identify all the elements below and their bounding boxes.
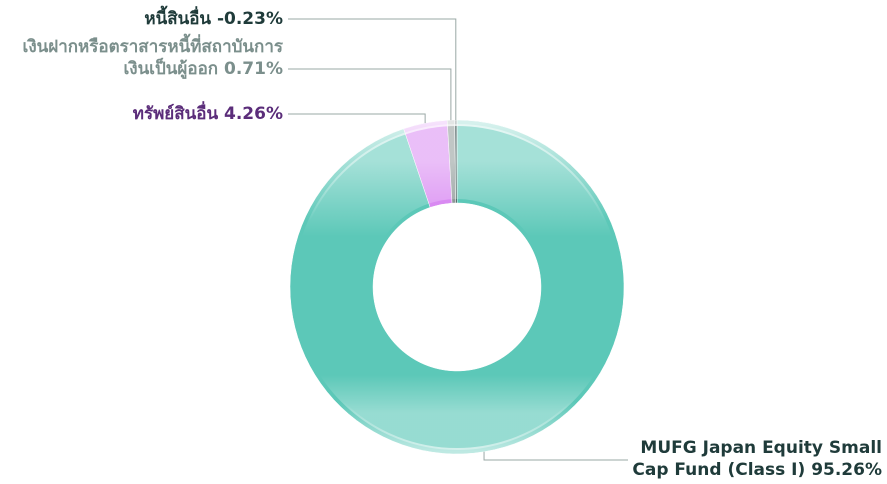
label-value: 4.26%: [224, 104, 283, 124]
label-name: ทรัพย์สินอื่น: [132, 104, 219, 124]
label-name: MUFG Japan Equity Small Cap Fund (Class …: [632, 438, 882, 480]
label-value: -0.23%: [216, 9, 283, 29]
label: ทรัพย์สินอื่น 4.26%: [60, 103, 283, 125]
leader-line: [288, 113, 426, 124]
ring-highlight: [294, 124, 620, 450]
label: MUFG Japan Equity Small Cap Fund (Class …: [620, 437, 882, 481]
leader-line: [288, 68, 452, 121]
label-name: หนี้สินอื่น: [144, 9, 212, 29]
leader-line: [288, 18, 457, 121]
label-name: เงินฝากหรือตราสารหนี้ที่สถาบันการเงินเป็…: [22, 37, 283, 79]
label-value: 95.26%: [811, 460, 882, 480]
leader-line: [483, 451, 628, 461]
label: หนี้สินอื่น -0.23%: [60, 8, 283, 30]
label-value: 0.71%: [224, 59, 283, 79]
gloss: [290, 120, 624, 454]
label: เงินฝากหรือตราสารหนี้ที่สถาบันการเงินเป็…: [4, 36, 283, 80]
